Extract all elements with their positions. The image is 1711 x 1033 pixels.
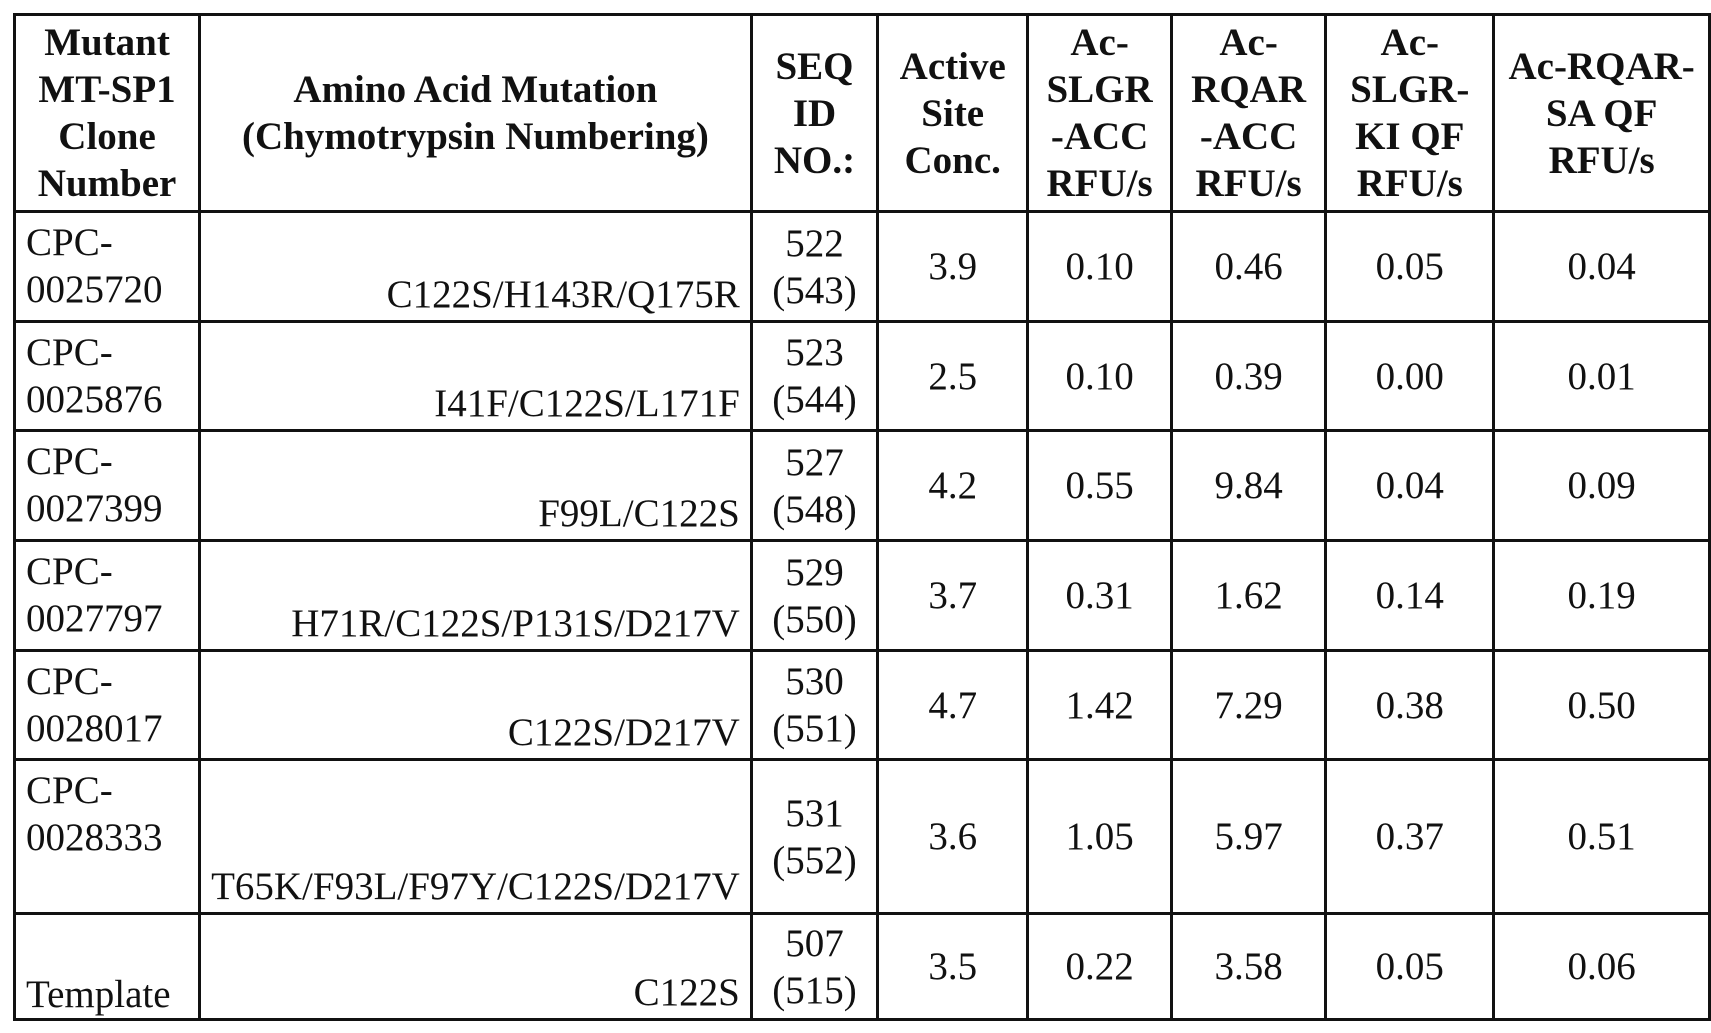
- header-slgr-ki-qf: Ac-SLGR-KI QF RFU/s: [1326, 15, 1494, 212]
- cell-rqar-sa-qf: 0.51: [1494, 760, 1710, 914]
- header-mutation: Amino Acid Mutation (Chymotrypsin Number…: [200, 15, 752, 212]
- cell-slgr-ki-qf: 0.00: [1326, 322, 1494, 431]
- cell-rqar-sa-qf: 0.50: [1494, 651, 1710, 760]
- header-clone: Mutant MT-SP1 Clone Number: [15, 15, 200, 212]
- cell-slgr-acc: 1.05: [1028, 760, 1172, 914]
- kinetic-assay-table: Mutant MT-SP1 Clone Number Amino Acid Mu…: [13, 13, 1711, 1021]
- cell-conc: 3.6: [878, 760, 1028, 914]
- cell-slgr-acc: 0.55: [1028, 431, 1172, 541]
- cell-conc: 4.2: [878, 431, 1028, 541]
- cell-slgr-ki-qf: 0.05: [1326, 914, 1494, 1020]
- cell-seq: 527 (548): [751, 431, 877, 541]
- cell-mutation: C122S/H143R/Q175R: [200, 212, 752, 322]
- cell-mutation: F99L/C122S: [200, 431, 752, 541]
- cell-slgr-ki-qf: 0.05: [1326, 212, 1494, 322]
- cell-rqar-acc: 3.58: [1171, 914, 1325, 1020]
- cell-mutation: H71R/C122S/P131S/D217V: [200, 541, 752, 651]
- cell-conc: 3.5: [878, 914, 1028, 1020]
- table-row: CPC-0027797H71R/C122S/P131S/D217V529 (55…: [15, 541, 1710, 651]
- cell-seq: 531 (552): [751, 760, 877, 914]
- header-seq-id: SEQ ID NO.:: [751, 15, 877, 212]
- cell-mutation: C122S: [200, 914, 752, 1020]
- cell-rqar-sa-qf: 0.06: [1494, 914, 1710, 1020]
- cell-conc: 3.9: [878, 212, 1028, 322]
- cell-conc: 3.7: [878, 541, 1028, 651]
- cell-clone: CPC-0027399: [15, 431, 200, 541]
- cell-clone: CPC-0027797: [15, 541, 200, 651]
- table-row: CPC-0028333T65K/F93L/F97Y/C122S/D217V531…: [15, 760, 1710, 914]
- table-row: CPC-0025876I41F/C122S/L171F523 (544)2.50…: [15, 322, 1710, 431]
- cell-rqar-acc: 9.84: [1171, 431, 1325, 541]
- table-row: CPC-0028017C122S/D217V530 (551)4.71.427.…: [15, 651, 1710, 760]
- cell-slgr-acc: 0.10: [1028, 322, 1172, 431]
- cell-clone: CPC-0025876: [15, 322, 200, 431]
- cell-seq: 523 (544): [751, 322, 877, 431]
- cell-slgr-ki-qf: 0.38: [1326, 651, 1494, 760]
- table-row: TemplateC122S507 (515)3.50.223.580.050.0…: [15, 914, 1710, 1020]
- cell-conc: 2.5: [878, 322, 1028, 431]
- cell-clone: Template: [15, 914, 200, 1020]
- cell-seq: 507 (515): [751, 914, 877, 1020]
- cell-mutation: T65K/F93L/F97Y/C122S/D217V: [200, 760, 752, 914]
- cell-conc: 4.7: [878, 651, 1028, 760]
- cell-seq: 530 (551): [751, 651, 877, 760]
- cell-slgr-acc: 0.22: [1028, 914, 1172, 1020]
- table-row: CPC-0027399F99L/C122S527 (548)4.20.559.8…: [15, 431, 1710, 541]
- cell-rqar-sa-qf: 0.01: [1494, 322, 1710, 431]
- cell-seq: 529 (550): [751, 541, 877, 651]
- cell-clone: CPC-0028017: [15, 651, 200, 760]
- header-active-site-conc: Active Site Conc.: [878, 15, 1028, 212]
- cell-rqar-acc: 7.29: [1171, 651, 1325, 760]
- header-rqar-acc: Ac-RQAR -ACC RFU/s: [1171, 15, 1325, 212]
- cell-rqar-sa-qf: 0.19: [1494, 541, 1710, 651]
- cell-rqar-acc: 5.97: [1171, 760, 1325, 914]
- cell-slgr-acc: 1.42: [1028, 651, 1172, 760]
- cell-slgr-ki-qf: 0.04: [1326, 431, 1494, 541]
- cell-rqar-sa-qf: 0.04: [1494, 212, 1710, 322]
- cell-clone: CPC-0025720: [15, 212, 200, 322]
- cell-mutation: I41F/C122S/L171F: [200, 322, 752, 431]
- cell-mutation: C122S/D217V: [200, 651, 752, 760]
- cell-rqar-acc: 1.62: [1171, 541, 1325, 651]
- cell-slgr-acc: 0.31: [1028, 541, 1172, 651]
- cell-slgr-ki-qf: 0.37: [1326, 760, 1494, 914]
- header-row: Mutant MT-SP1 Clone Number Amino Acid Mu…: [15, 15, 1710, 212]
- cell-rqar-acc: 0.39: [1171, 322, 1325, 431]
- cell-seq: 522 (543): [751, 212, 877, 322]
- cell-rqar-sa-qf: 0.09: [1494, 431, 1710, 541]
- header-slgr-acc: Ac-SLGR -ACC RFU/s: [1028, 15, 1172, 212]
- cell-clone: CPC-0028333: [15, 760, 200, 914]
- header-rqar-sa-qf: Ac-RQAR-SA QF RFU/s: [1494, 15, 1710, 212]
- table-row: CPC-0025720C122S/H143R/Q175R522 (543)3.9…: [15, 212, 1710, 322]
- cell-slgr-acc: 0.10: [1028, 212, 1172, 322]
- cell-slgr-ki-qf: 0.14: [1326, 541, 1494, 651]
- cell-rqar-acc: 0.46: [1171, 212, 1325, 322]
